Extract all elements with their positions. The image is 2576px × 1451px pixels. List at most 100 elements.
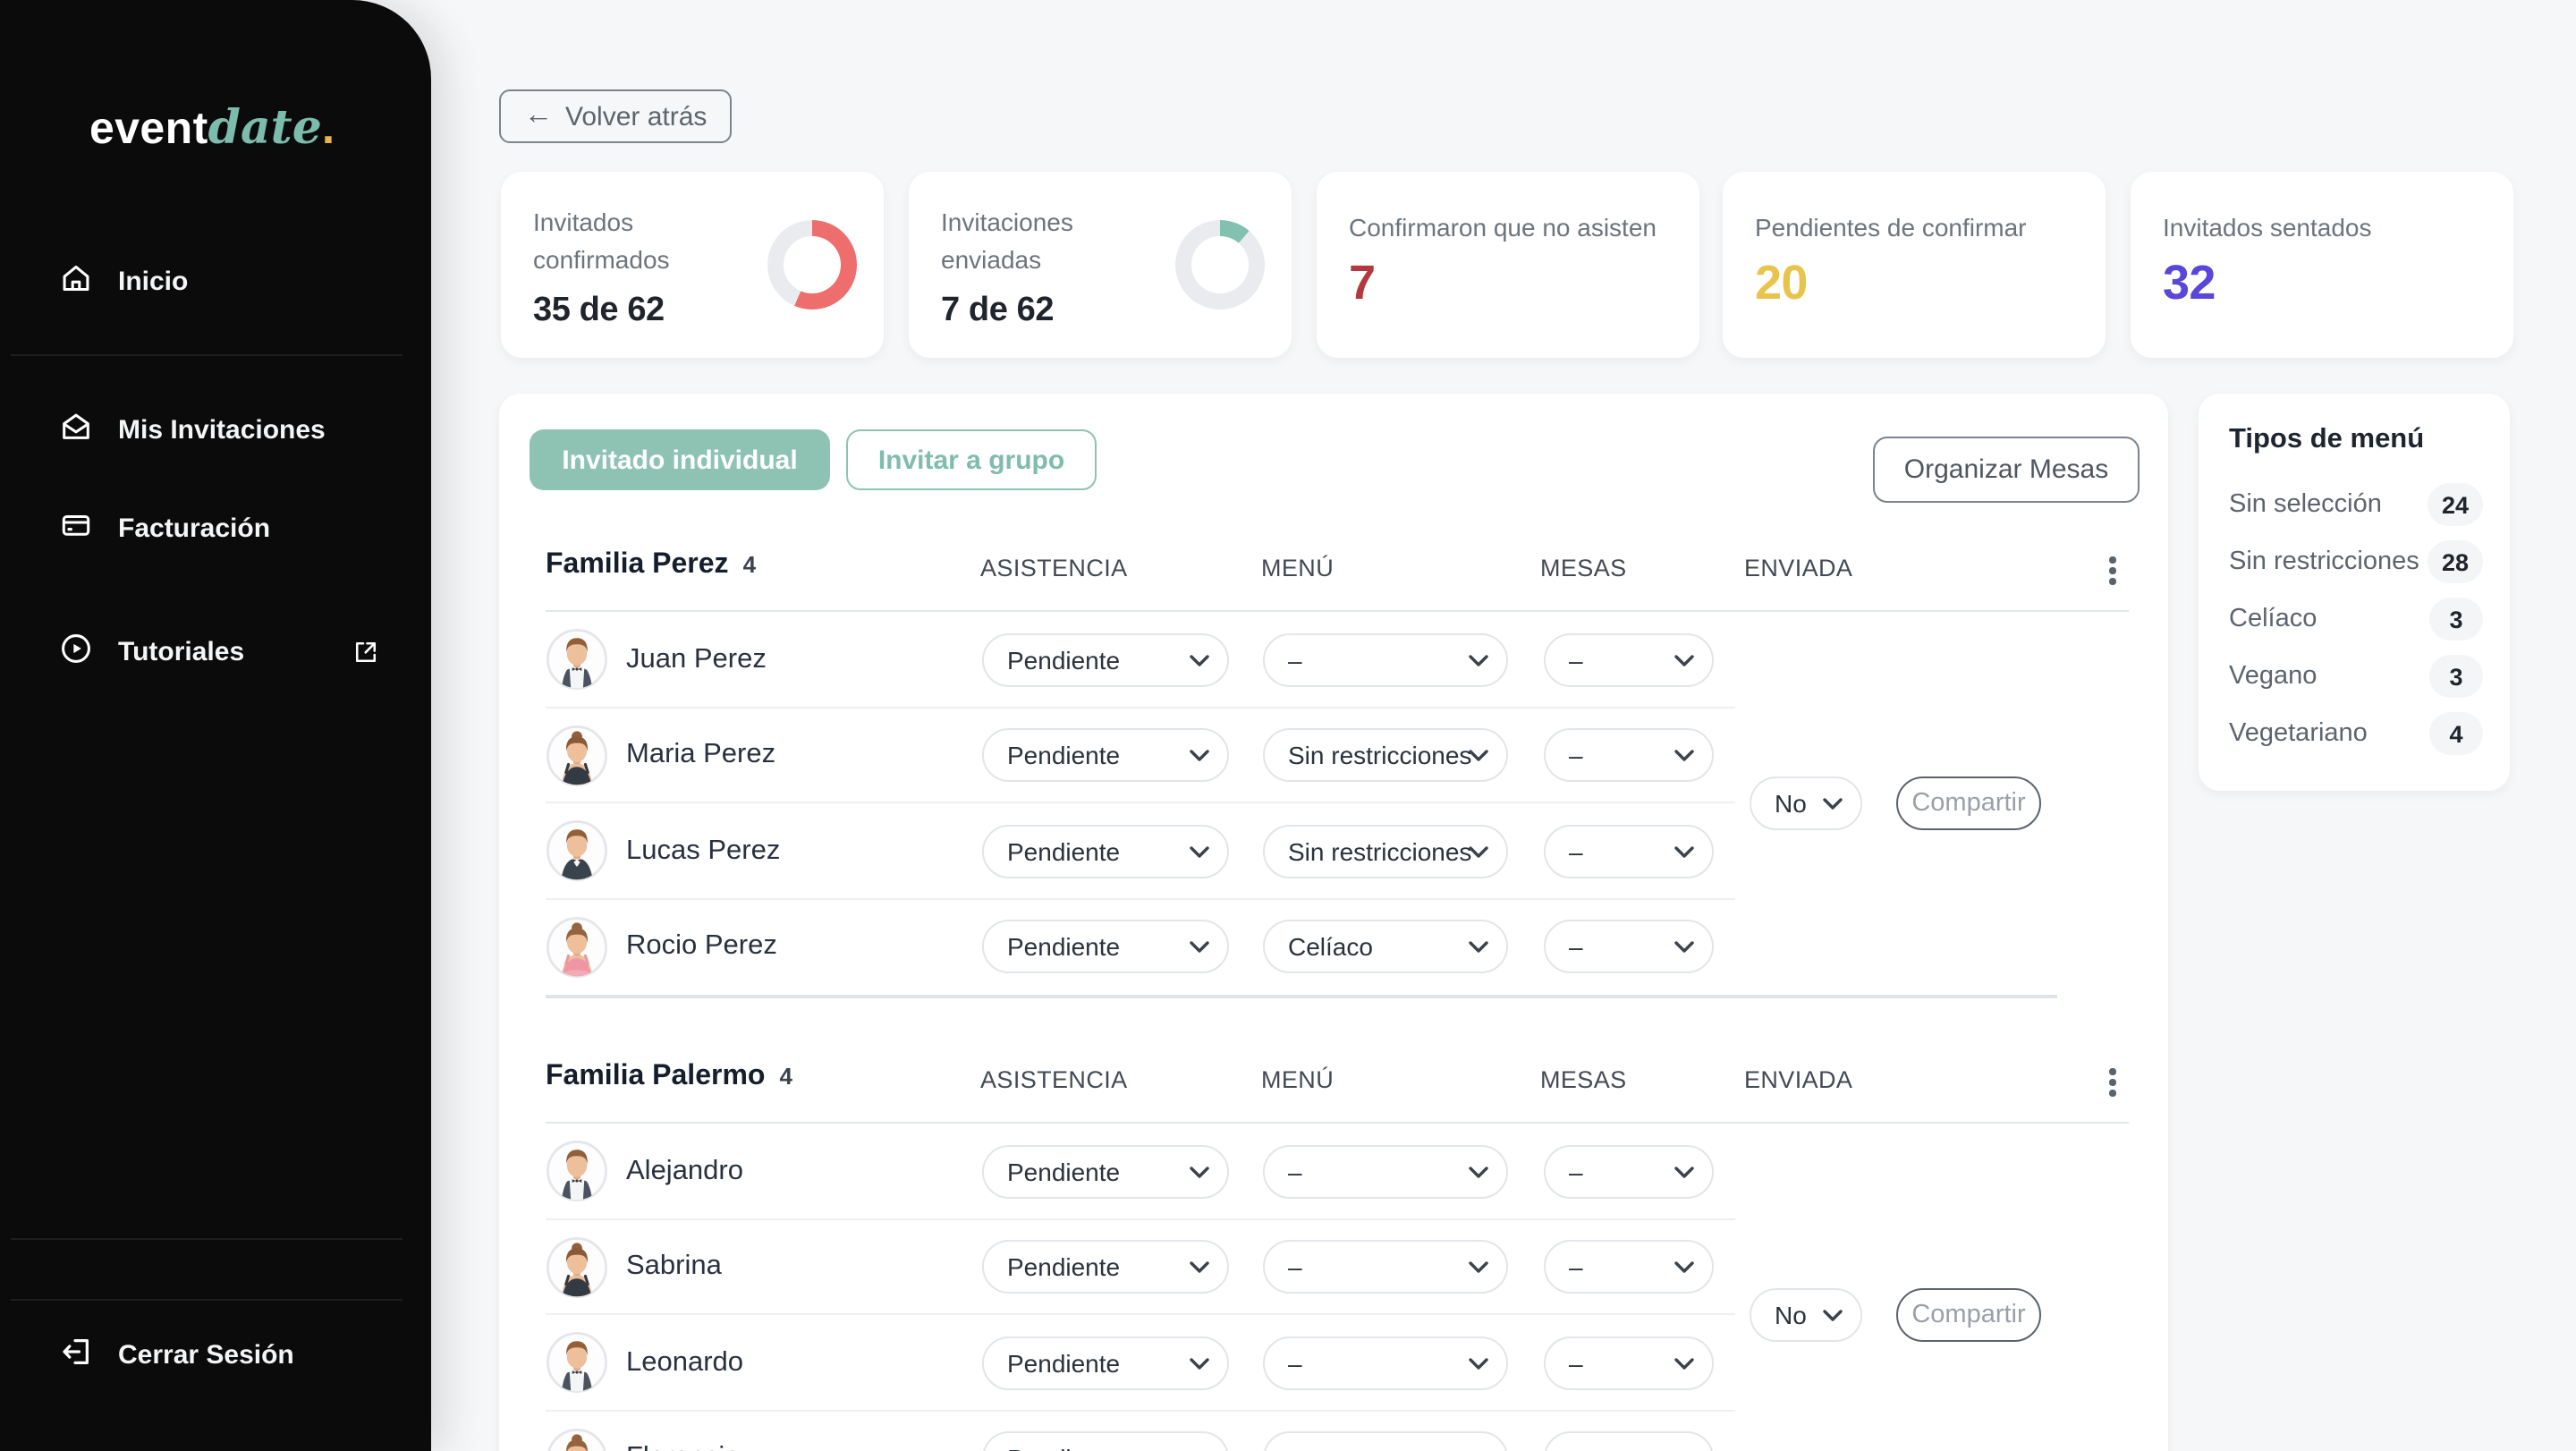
back-button[interactable]: ← Volver atrás (499, 89, 733, 143)
menu-type-label: Celíaco (2229, 605, 2318, 633)
menu-select[interactable]: Celíaco (1263, 920, 1508, 973)
guest-name: Florencia (626, 1411, 741, 1451)
menu-type-count-badge: 3 (2429, 598, 2483, 641)
enviada-select[interactable]: No (1750, 776, 1862, 830)
mesa-select[interactable]: – (1544, 824, 1714, 878)
mesa-select[interactable]: – (1544, 728, 1714, 782)
mesa-select[interactable]: – (1544, 632, 1714, 686)
guest-avatar (546, 1140, 608, 1202)
stat-card-enviadas: Invitaciones enviadas 7 de 62 (909, 172, 1292, 358)
stat-card-sentados: Invitados sentados 32 (2131, 172, 2513, 358)
guest-avatar (546, 1235, 608, 1298)
enviada-select[interactable]: No (1750, 1288, 1862, 1342)
mesa-select[interactable]: – (1544, 1240, 1714, 1294)
group-title: Familia Perez 4 (546, 549, 756, 581)
guest-name: Rocio Perez (626, 930, 777, 962)
group-count: 4 (779, 1063, 792, 1090)
envelope-open-icon (59, 410, 93, 451)
menu-type-item: Celíaco 3 (2199, 590, 2510, 648)
menu-select[interactable]: – (1263, 1240, 1508, 1294)
guest-row: Alejandro Pendiente – – (499, 1124, 2168, 1219)
guest-row: Lucas Perez Pendiente Sin restricciones … (499, 803, 2168, 899)
mesa-select[interactable]: – (1544, 1336, 1714, 1389)
share-button[interactable]: Compartir (1896, 776, 2041, 830)
sidebar-item-label: Inicio (118, 267, 189, 297)
asistencia-select[interactable]: Pendiente (982, 920, 1229, 973)
guest-avatar (546, 1331, 608, 1394)
asistencia-select[interactable]: Pendiente (982, 824, 1229, 878)
guest-group-palermo: Familia Palermo 4 ASISTENCIA MENÚ MESAS … (499, 1056, 2168, 1451)
logout-icon (59, 1335, 93, 1376)
column-header-asistencia: ASISTENCIA (980, 1066, 1128, 1093)
asistencia-select[interactable]: Pendiente (982, 728, 1229, 782)
asistencia-select[interactable]: Pendiente (982, 1336, 1229, 1389)
menu-type-count-badge: 28 (2427, 540, 2483, 583)
stat-label: Invitaciones enviadas (941, 208, 1073, 274)
menu-select[interactable]: – (1263, 1336, 1508, 1389)
row-divider (546, 802, 1735, 803)
group-menu-button[interactable] (2102, 1061, 2123, 1104)
guest-row: Leonardo Pendiente – – (499, 1315, 2168, 1411)
guest-avatar (546, 819, 608, 882)
menu-select[interactable]: – (1263, 1144, 1508, 1198)
back-arrow-icon: ← (524, 100, 553, 131)
organize-tables-button[interactable]: Organizar Mesas (1873, 437, 2140, 503)
sidebar-item-tutoriales[interactable]: Tutoriales (59, 632, 244, 673)
guest-row: Maria Perez Pendiente Sin restricciones … (499, 708, 2168, 803)
tab-invitado-individual[interactable]: Invitado individual (530, 429, 830, 490)
header-divider (546, 610, 2129, 612)
stat-label: Pendientes de confirmar (1755, 213, 2027, 242)
group-rows: Alejandro Pendiente – – Sabrina Pendient… (499, 1124, 2168, 1451)
guests-panel: Invitado individual Invitar a grupo Orga… (499, 394, 2168, 1451)
enviadas-donut-chart (1175, 220, 1265, 310)
column-header-mesas: MESAS (1540, 555, 1627, 581)
stat-card-pendientes: Pendientes de confirmar 20 (1723, 172, 2106, 358)
home-icon (59, 261, 93, 302)
guest-row: Juan Perez Pendiente – – (499, 612, 2168, 708)
enviada-controls: No Compartir (1750, 1288, 2041, 1342)
credit-card-icon (59, 508, 93, 549)
guest-row: Florencia Pendiente – – (499, 1411, 2168, 1451)
guest-name: Juan Perez (626, 643, 767, 675)
menu-select[interactable]: – (1263, 632, 1508, 686)
menu-type-item: Vegetariano 4 (2199, 705, 2510, 762)
sidebar-item-inicio[interactable]: Inicio (59, 261, 188, 302)
tab-invitar-a-grupo[interactable]: Invitar a grupo (846, 429, 1097, 490)
mesa-select[interactable]: – (1544, 1144, 1714, 1198)
logo-text-event: event (89, 104, 208, 154)
asistencia-select[interactable]: Pendiente (982, 1144, 1229, 1198)
header-divider (546, 1122, 2129, 1124)
asistencia-select[interactable]: Pendiente (982, 1431, 1229, 1451)
row-divider (546, 1313, 1735, 1315)
row-divider (546, 1218, 1735, 1219)
mesa-select[interactable]: – (1544, 1431, 1714, 1451)
menu-type-label: Vegetariano (2229, 719, 2368, 748)
share-button[interactable]: Compartir (1896, 1288, 2041, 1342)
logout-button[interactable]: Cerrar Sesión (59, 1335, 294, 1376)
sidebar-item-mis-invitaciones[interactable]: Mis Invitaciones (59, 410, 326, 451)
guest-name: Alejandro (626, 1155, 743, 1186)
column-header-enviada: ENVIADA (1744, 555, 1853, 581)
group-menu-button[interactable] (2102, 549, 2123, 592)
menu-select[interactable]: Sin restricciones (1263, 824, 1508, 878)
stat-card-confirmados: Invitados confirmados 35 de 62 (501, 172, 884, 358)
mesa-select[interactable]: – (1544, 920, 1714, 973)
asistencia-select[interactable]: Pendiente (982, 632, 1229, 686)
guest-avatar (546, 1427, 608, 1451)
column-header-mesas: MESAS (1540, 1066, 1627, 1093)
menu-types-title: Tipos de menú (2229, 424, 2425, 454)
column-header-menu: MENÚ (1261, 1066, 1335, 1093)
menu-select[interactable]: Sin restricciones (1263, 728, 1508, 782)
guest-name: Maria Perez (626, 739, 776, 770)
asistencia-select[interactable]: Pendiente (982, 1240, 1229, 1294)
menu-type-item: Sin restricciones 28 (2199, 533, 2510, 590)
sidebar-item-label: Facturación (118, 513, 271, 544)
menu-select[interactable]: – (1263, 1431, 1508, 1451)
group-header: Familia Perez 4 ASISTENCIA MENÚ MESAS EN… (499, 544, 2168, 612)
group-name: Familia Palermo (546, 1061, 766, 1091)
sidebar-item-facturacion[interactable]: Facturación (59, 508, 270, 549)
play-circle-icon (59, 632, 93, 673)
menu-types-list: Sin selección 24 Sin restricciones 28 Ce… (2199, 476, 2510, 762)
stat-value: 20 (1755, 256, 1808, 310)
